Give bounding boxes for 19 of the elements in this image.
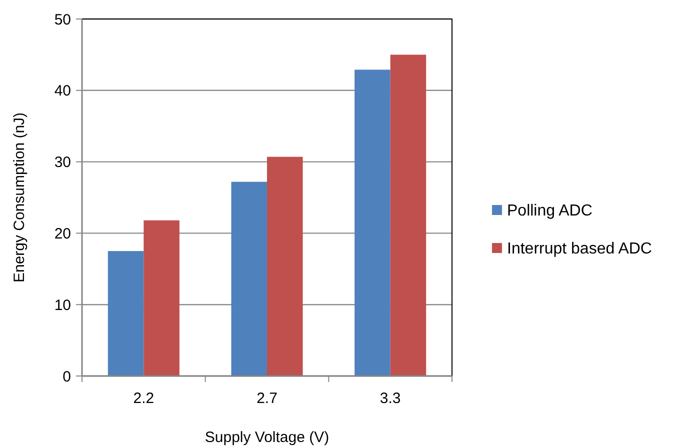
y-tick-label: 40 xyxy=(54,82,71,100)
y-tick-label: 10 xyxy=(54,296,71,314)
x-tick-label: 2.2 xyxy=(133,390,154,407)
bar xyxy=(354,70,390,376)
y-axis-title: Energy Consumption (nJ) xyxy=(11,112,28,283)
bar xyxy=(231,182,267,376)
bar xyxy=(267,156,303,376)
x-tick-label: 2.7 xyxy=(256,390,278,407)
bar xyxy=(390,54,426,376)
y-tick-label: 50 xyxy=(54,11,71,28)
legend-label: Polling ADC xyxy=(507,202,592,220)
y-tick-label: 20 xyxy=(54,225,71,242)
bar xyxy=(108,251,144,376)
bar xyxy=(144,220,180,376)
x-tick-label: 3.3 xyxy=(380,390,401,407)
y-tick-label: 0 xyxy=(62,368,71,386)
legend-label: Interrupt based ADC xyxy=(507,240,652,258)
x-axis-title: Supply Voltage (V) xyxy=(204,429,330,446)
y-tick-label: 30 xyxy=(54,154,71,172)
